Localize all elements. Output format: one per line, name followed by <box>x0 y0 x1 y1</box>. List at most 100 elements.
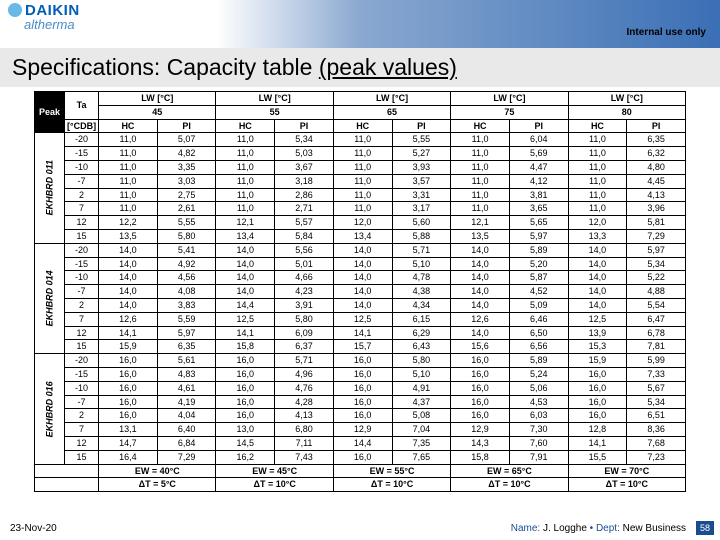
temp-cell: 7 <box>65 312 99 326</box>
data-cell: 7,60 <box>509 436 568 450</box>
data-cell: 14,4 <box>216 298 275 312</box>
table-row: 211,02,7511,02,8611,03,3111,03,8111,04,1… <box>35 188 686 202</box>
temp-cell: 15 <box>65 450 99 464</box>
sub-header: HC <box>99 119 158 133</box>
data-cell: 5,56 <box>275 243 334 257</box>
data-cell: 16,0 <box>333 409 392 423</box>
temp-cell: 12 <box>65 216 99 230</box>
data-cell: 5,34 <box>627 257 686 271</box>
data-cell: 5,87 <box>509 271 568 285</box>
data-cell: 3,93 <box>392 160 451 174</box>
data-cell: 12,5 <box>568 312 627 326</box>
data-cell: 6,78 <box>627 326 686 340</box>
data-cell: 14,7 <box>99 436 158 450</box>
footer-credits: Name: J. Logghe • Dept: New Business <box>511 523 686 534</box>
table-row: 1513,55,8013,45,8413,45,8813,55,9713,37,… <box>35 229 686 243</box>
data-cell: 11,0 <box>451 147 510 161</box>
data-cell: 11,0 <box>99 147 158 161</box>
data-cell: 14,0 <box>99 243 158 257</box>
table-row: 713,16,4013,06,8012,97,0412,97,3012,88,3… <box>35 423 686 437</box>
data-cell: 11,0 <box>568 174 627 188</box>
data-cell: 13,1 <box>99 423 158 437</box>
data-cell: 14,0 <box>216 285 275 299</box>
data-cell: 11,0 <box>216 160 275 174</box>
data-cell: 15,3 <box>568 340 627 354</box>
data-cell: 14,0 <box>568 271 627 285</box>
data-cell: 14,0 <box>216 257 275 271</box>
data-cell: 14,0 <box>99 298 158 312</box>
data-cell: 11,0 <box>99 160 158 174</box>
data-cell: 14,4 <box>333 436 392 450</box>
data-cell: 14,0 <box>451 271 510 285</box>
data-cell: 16,0 <box>99 367 158 381</box>
data-cell: 5,22 <box>627 271 686 285</box>
footer-date: 23-Nov-20 <box>10 523 57 534</box>
data-cell: 5,01 <box>275 257 334 271</box>
data-cell: 4,13 <box>275 409 334 423</box>
table-row: -1511,04,8211,05,0311,05,2711,05,6911,06… <box>35 147 686 161</box>
temp-cell: -20 <box>65 243 99 257</box>
data-cell: 12,6 <box>451 312 510 326</box>
data-cell: 7,23 <box>627 450 686 464</box>
data-cell: 11,0 <box>451 174 510 188</box>
data-cell: 5,99 <box>627 354 686 368</box>
data-cell: 4,82 <box>157 147 216 161</box>
data-cell: 15,8 <box>216 340 275 354</box>
data-cell: 5,65 <box>509 216 568 230</box>
data-cell: 14,0 <box>568 257 627 271</box>
lw-header: LW [°C] <box>99 92 216 106</box>
data-cell: 12,9 <box>333 423 392 437</box>
data-cell: 14,0 <box>451 285 510 299</box>
data-cell: 16,0 <box>333 381 392 395</box>
data-cell: 4,08 <box>157 285 216 299</box>
table-body: EKHBRD 011-2011,05,0711,05,3411,05,5511,… <box>35 133 686 464</box>
dt-cell: ΔT = 10°C <box>333 478 450 492</box>
data-cell: 16,0 <box>568 367 627 381</box>
data-cell: 7,91 <box>509 450 568 464</box>
data-cell: 5,08 <box>392 409 451 423</box>
temp-cell: 2 <box>65 409 99 423</box>
footer: 23-Nov-20 Name: J. Logghe • Dept: New Bu… <box>0 516 720 540</box>
title-bar: Specifications: Capacity table (peak val… <box>0 48 720 87</box>
sub-header: PI <box>627 119 686 133</box>
data-cell: 12,1 <box>216 216 275 230</box>
data-cell: 7,04 <box>392 423 451 437</box>
data-cell: 11,0 <box>216 188 275 202</box>
temp-cell: 2 <box>65 298 99 312</box>
data-cell: 7,29 <box>157 450 216 464</box>
data-cell: 16,0 <box>451 381 510 395</box>
data-cell: 6,40 <box>157 423 216 437</box>
data-cell: 5,97 <box>157 326 216 340</box>
data-cell: 11,0 <box>451 133 510 147</box>
data-cell: 5,97 <box>509 229 568 243</box>
data-cell: 6,03 <box>509 409 568 423</box>
data-cell: 16,0 <box>568 409 627 423</box>
data-cell: 14,0 <box>333 243 392 257</box>
table-head: PeakTaLW [°C]LW [°C]LW [°C]LW [°C]LW [°C… <box>35 92 686 133</box>
data-cell: 7,33 <box>627 367 686 381</box>
table-row: 1212,25,5512,15,5712,05,6012,15,6512,05,… <box>35 216 686 230</box>
data-cell: 6,50 <box>509 326 568 340</box>
temp-cell: -10 <box>65 271 99 285</box>
data-cell: 14,0 <box>99 257 158 271</box>
data-cell: 6,51 <box>627 409 686 423</box>
data-cell: 6,35 <box>627 133 686 147</box>
temp-cell: 15 <box>65 340 99 354</box>
data-cell: 2,71 <box>275 202 334 216</box>
data-cell: 16,2 <box>216 450 275 464</box>
data-cell: 7,68 <box>627 436 686 450</box>
temp-cell: 2 <box>65 188 99 202</box>
data-cell: 7,29 <box>627 229 686 243</box>
data-cell: 3,96 <box>627 202 686 216</box>
data-cell: 16,0 <box>216 354 275 368</box>
data-cell: 7,30 <box>509 423 568 437</box>
data-cell: 4,61 <box>157 381 216 395</box>
sub-header: HC <box>333 119 392 133</box>
data-cell: 6,35 <box>157 340 216 354</box>
data-cell: 3,83 <box>157 298 216 312</box>
page-number: 58 <box>696 521 714 535</box>
data-cell: 11,0 <box>99 133 158 147</box>
data-cell: 4,45 <box>627 174 686 188</box>
data-cell: 5,03 <box>275 147 334 161</box>
data-cell: 5,20 <box>509 257 568 271</box>
